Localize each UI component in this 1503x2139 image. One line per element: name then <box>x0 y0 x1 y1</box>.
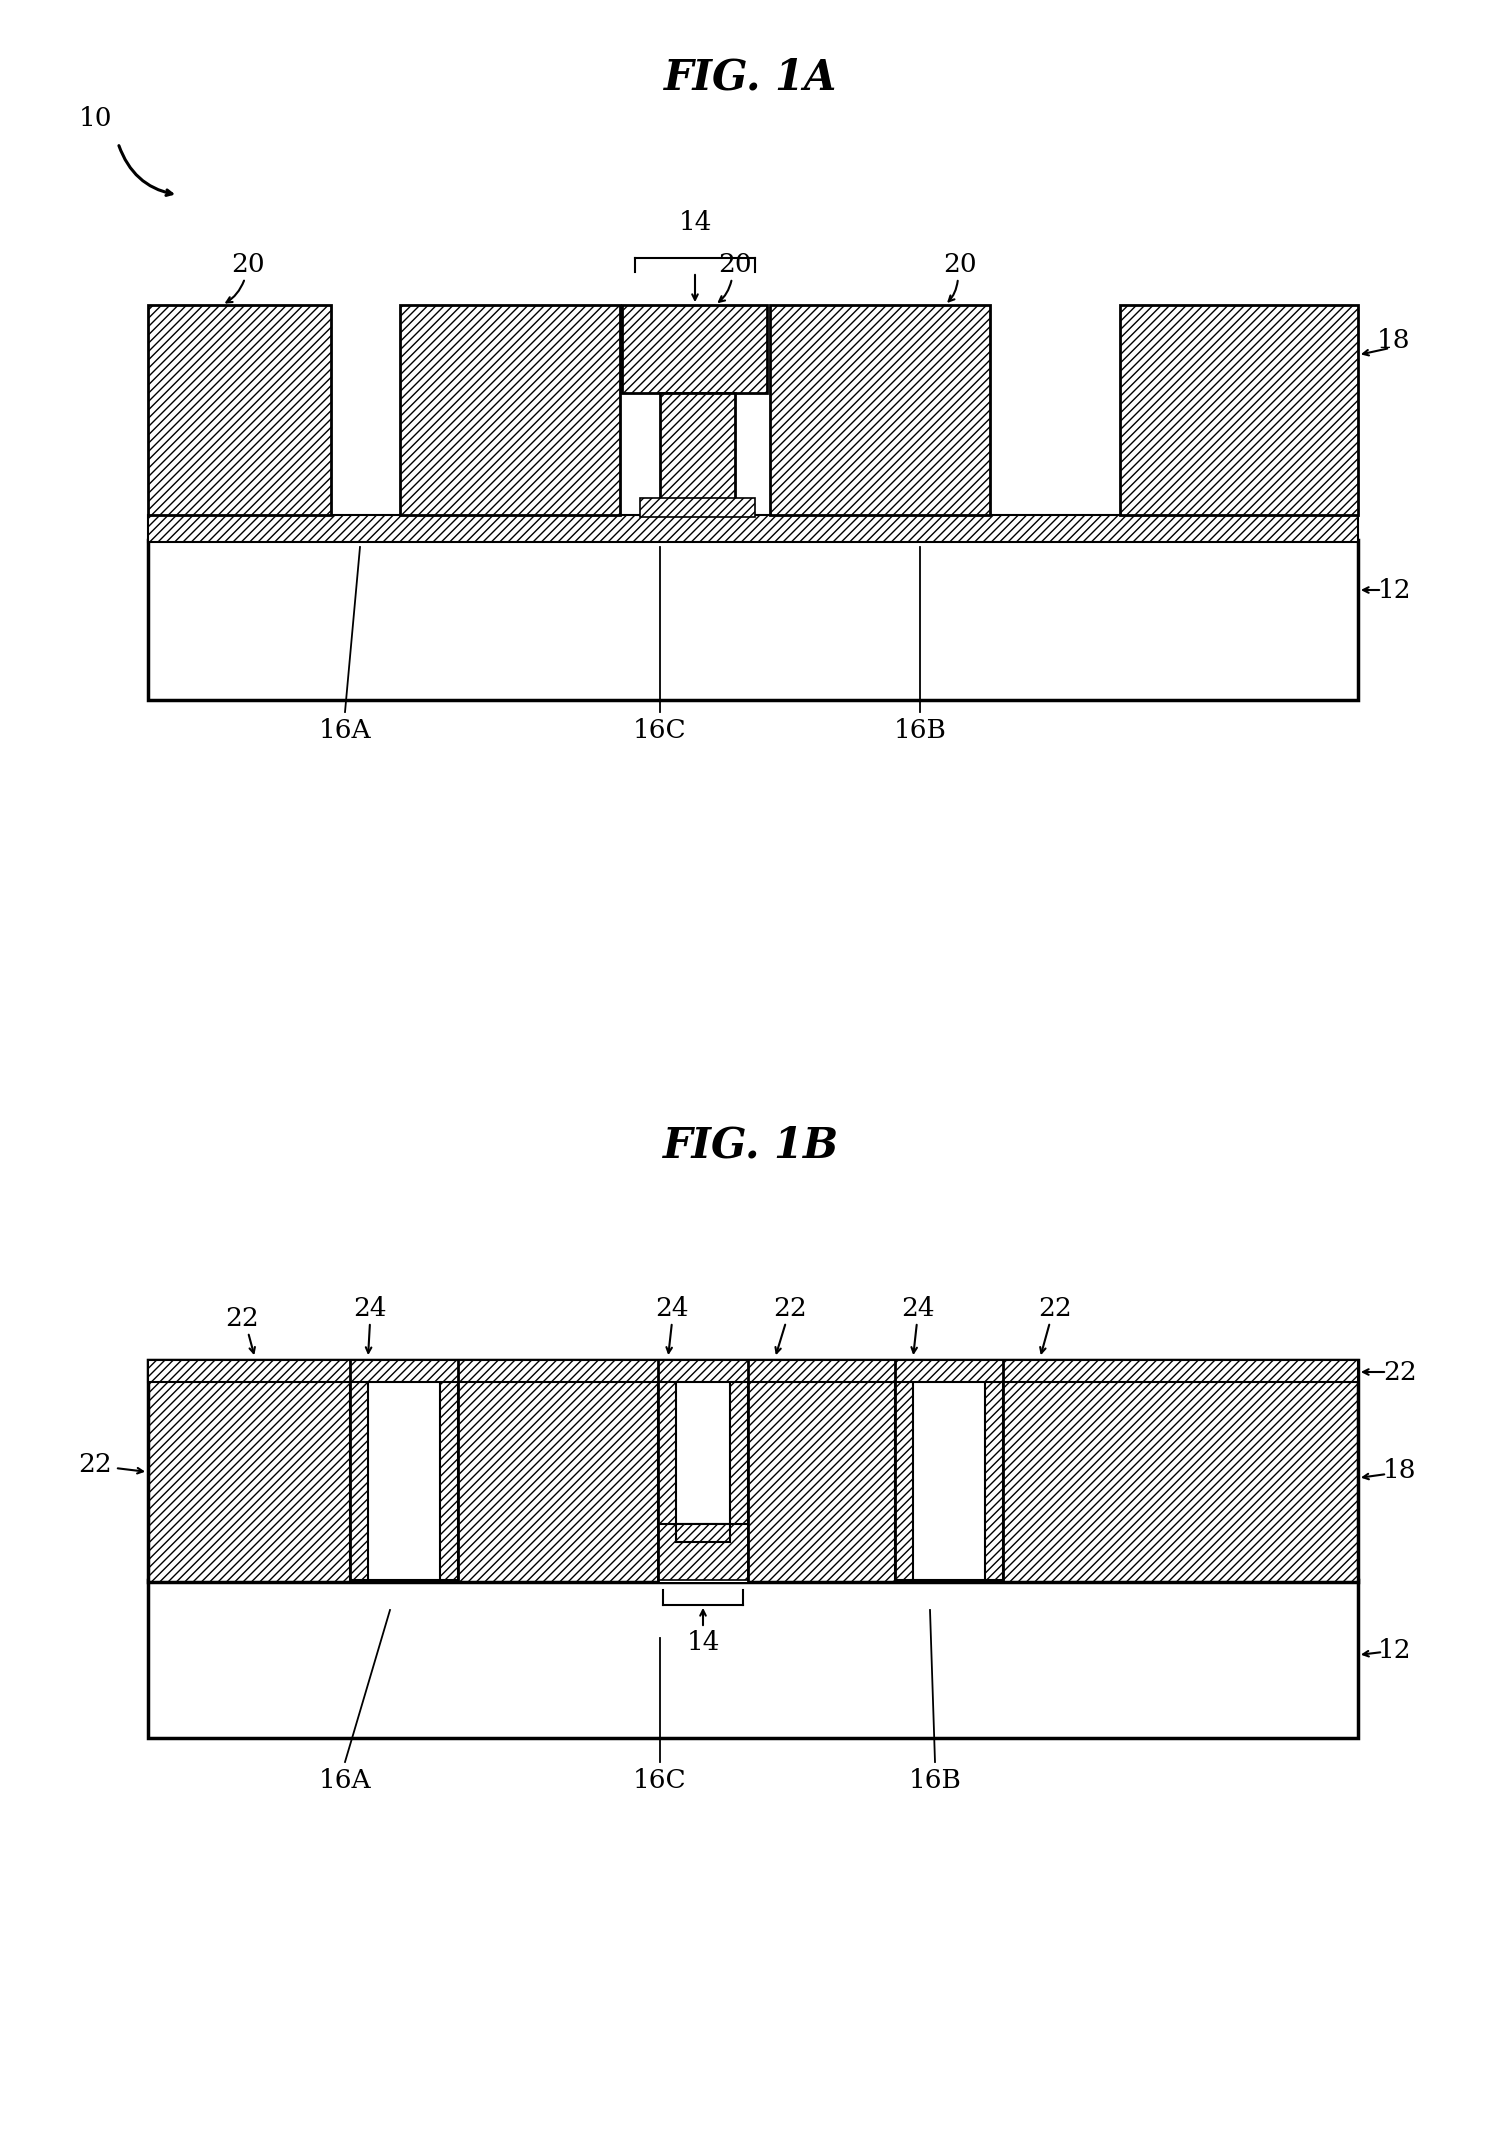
Bar <box>1120 306 1359 515</box>
Bar <box>660 394 735 515</box>
Text: 20: 20 <box>718 252 752 276</box>
Text: 14: 14 <box>687 1630 720 1653</box>
Bar <box>147 306 331 515</box>
Bar <box>147 1360 1359 1583</box>
Text: 16C: 16C <box>633 717 687 742</box>
Text: 18: 18 <box>1383 1457 1417 1482</box>
Bar <box>984 1363 1003 1581</box>
Bar <box>147 539 1359 699</box>
Bar <box>658 1523 748 1581</box>
Text: 24: 24 <box>902 1296 935 1320</box>
Bar <box>894 1363 1003 1581</box>
Bar <box>640 498 755 518</box>
Bar <box>147 515 1359 541</box>
Text: 24: 24 <box>353 1296 386 1320</box>
Text: 22: 22 <box>1039 1296 1072 1320</box>
Text: 22: 22 <box>1383 1360 1417 1384</box>
Bar <box>622 306 767 394</box>
Text: FIG. 1A: FIG. 1A <box>664 58 837 98</box>
Bar <box>350 1363 368 1581</box>
Text: 20: 20 <box>944 252 977 276</box>
Text: 12: 12 <box>1378 1638 1411 1662</box>
Bar <box>147 1360 1359 1382</box>
Bar <box>440 1363 458 1581</box>
Text: 24: 24 <box>655 1296 688 1320</box>
Text: 16B: 16B <box>894 717 947 742</box>
Text: 20: 20 <box>231 252 265 276</box>
Text: 14: 14 <box>678 210 712 235</box>
Text: 22: 22 <box>773 1296 807 1320</box>
Bar <box>658 1363 748 1583</box>
Bar <box>770 306 990 515</box>
Text: 18: 18 <box>1377 327 1410 353</box>
Text: 22: 22 <box>225 1305 259 1330</box>
Text: 16A: 16A <box>319 717 371 742</box>
Text: 12: 12 <box>1378 578 1411 603</box>
Bar <box>894 1363 912 1581</box>
Text: FIG. 1B: FIG. 1B <box>663 1123 839 1166</box>
Bar <box>400 306 621 515</box>
Text: 16C: 16C <box>633 1767 687 1792</box>
Bar <box>350 1363 458 1581</box>
Text: 22: 22 <box>78 1452 111 1478</box>
Text: 10: 10 <box>78 105 111 130</box>
Bar <box>658 1363 676 1523</box>
Text: 16B: 16B <box>908 1767 962 1792</box>
Text: 16A: 16A <box>319 1767 371 1792</box>
Bar <box>147 1581 1359 1739</box>
Bar <box>730 1363 748 1523</box>
Bar <box>676 1523 730 1542</box>
